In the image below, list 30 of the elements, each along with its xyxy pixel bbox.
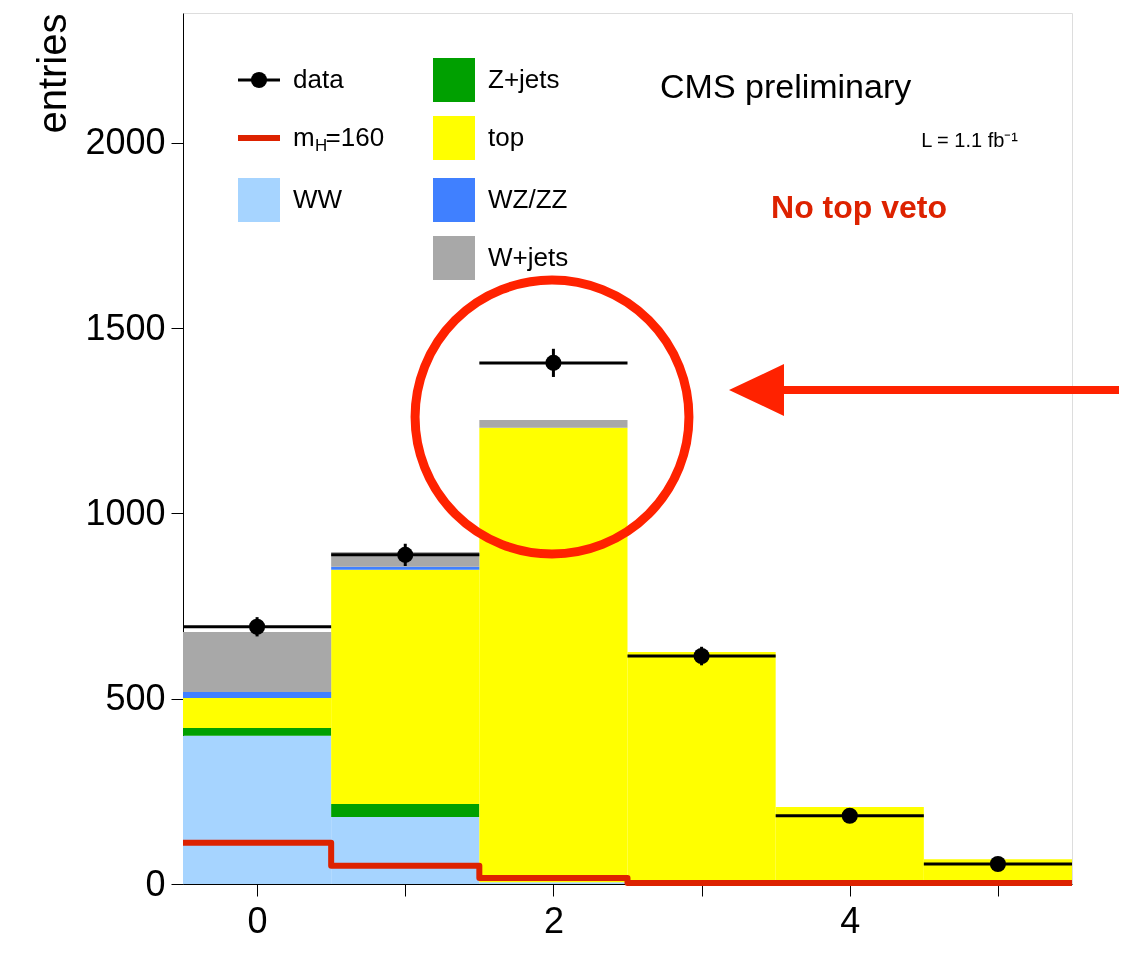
point [693, 648, 710, 665]
y-tick-label: 2000 [85, 121, 166, 163]
x-tick-label: 0 [247, 899, 268, 941]
legend-label: data [293, 64, 345, 94]
legend-label: WW [293, 184, 343, 214]
point [545, 354, 562, 371]
y-tick-label: 1000 [85, 491, 166, 533]
annotation: L = 1.1 fb⁻¹ [921, 129, 1019, 151]
legend-label: W+jets [488, 242, 569, 272]
y-tick-label: 0 [145, 862, 166, 904]
annotation: No top veto [771, 189, 947, 225]
x-tick-label: 4 [840, 899, 861, 941]
annotation: CMS preliminary [660, 67, 912, 105]
point [397, 546, 414, 563]
y-tick-label: 500 [105, 677, 166, 719]
y-axis-title: entries [29, 13, 74, 134]
legend-label: WZ/ZZ [488, 184, 568, 214]
bar [183, 631, 332, 693]
x-tick-label: 2 [543, 899, 564, 941]
bar [183, 692, 332, 698]
bar [331, 566, 480, 570]
point [989, 855, 1006, 873]
bar [331, 803, 480, 817]
legend-label: Z+jets [488, 64, 560, 94]
point [249, 618, 266, 635]
y-tick-label: 1500 [85, 306, 166, 348]
bar [183, 727, 332, 736]
legend-label: top [488, 122, 525, 152]
point [841, 807, 858, 824]
bar [479, 419, 628, 428]
